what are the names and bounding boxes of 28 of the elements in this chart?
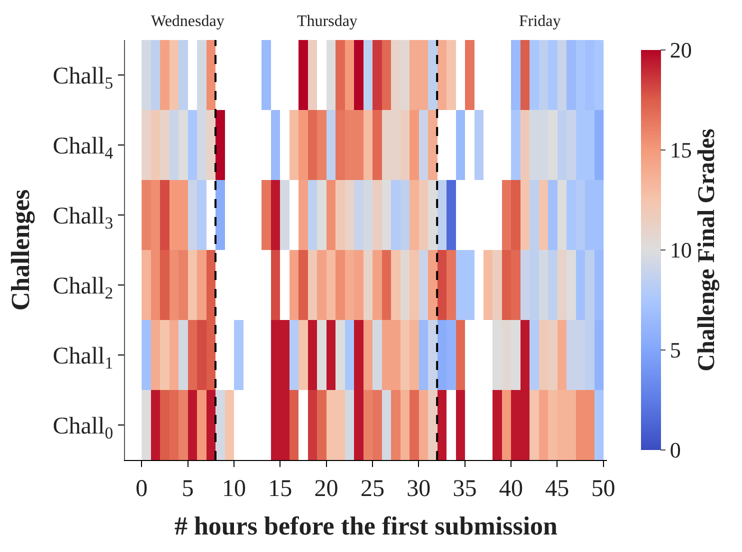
x-tick-label: 35 [452, 476, 477, 502]
x-tick-label: 5 [182, 476, 194, 502]
color-bar-label: 15 [670, 138, 692, 163]
x-tick-label: 15 [268, 476, 292, 502]
text: Friday [519, 13, 561, 30]
color-bar-label: 10 [670, 238, 692, 263]
y-tick-label: Chall$_{2}$ [52, 273, 114, 302]
x-tick-label: 10 [222, 476, 246, 502]
x-tick-label: 0 [136, 476, 148, 502]
x-tick-label: 20 [314, 476, 338, 502]
y-tick-label: Chall$_{3}$ [52, 203, 114, 232]
y-tick-label: Chall$_{1}$ [52, 343, 114, 372]
y-tick-label: Chall$_{4}$ [52, 133, 114, 162]
x-tick-label: 30 [406, 476, 431, 502]
x-tick-label: 25 [360, 476, 384, 502]
y-tick-label: Chall$_{0}$ [52, 413, 114, 442]
x-tick-label: 40 [498, 476, 523, 502]
color-bar-title: Challenge Final Grades [694, 128, 720, 372]
color-bar-label: 20 [670, 38, 692, 63]
y-tick-label: Chall$_{5}$ [52, 63, 114, 92]
color-bar-label: 5 [670, 338, 681, 363]
x-tick-label: 50 [591, 476, 616, 502]
text: Thursday [297, 13, 358, 30]
text: Wednesday [151, 13, 224, 30]
x-axis-title: # hours before the first submission [174, 512, 558, 541]
color-bar-label: 0 [670, 438, 681, 463]
x-tick-label: 45 [545, 476, 570, 502]
y-axis-title: Challenges [6, 189, 36, 311]
